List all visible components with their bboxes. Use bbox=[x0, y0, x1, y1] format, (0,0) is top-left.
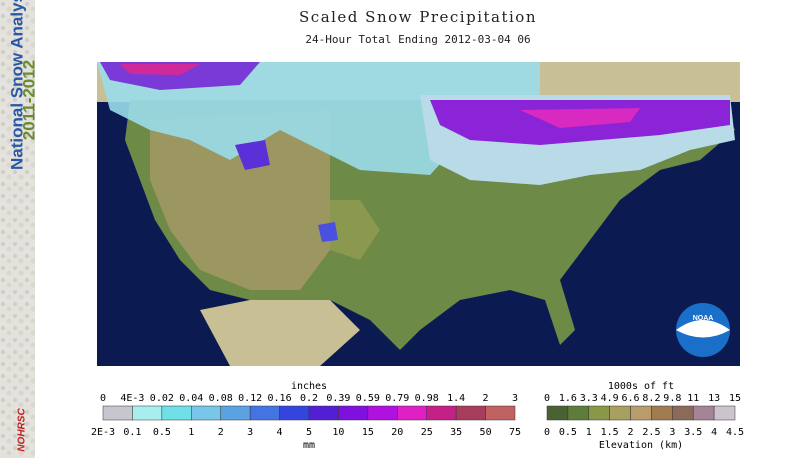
bottom-label: 5 bbox=[306, 427, 312, 438]
bottom-label: 75 bbox=[509, 427, 521, 438]
bottom-label: 3.5 bbox=[684, 427, 702, 438]
elev-top-unit: 1000s of ft bbox=[608, 381, 674, 392]
top-label: 3.3 bbox=[580, 393, 598, 404]
top-label: 0.02 bbox=[150, 393, 174, 404]
swatch bbox=[485, 405, 516, 421]
bottom-label: 4.5 bbox=[726, 427, 744, 438]
top-label: 1.4 bbox=[447, 393, 465, 404]
snow-rockies bbox=[235, 140, 270, 170]
swatch bbox=[279, 405, 310, 421]
bottom-label: 2.5 bbox=[642, 427, 660, 438]
top-label: 8.2 bbox=[642, 393, 660, 404]
swatch bbox=[191, 405, 221, 421]
subtitle: 24-Hour Total Ending 2012-03-04 06 bbox=[305, 33, 530, 46]
top-label: 2 bbox=[483, 393, 489, 404]
bottom-label: 3 bbox=[669, 427, 675, 438]
top-label: 15 bbox=[729, 393, 741, 404]
bottom-label: 2E-3 bbox=[91, 427, 115, 438]
mountains bbox=[150, 110, 330, 290]
top-label: 0.12 bbox=[238, 393, 262, 404]
swatch bbox=[630, 405, 652, 421]
bottom-label: 3 bbox=[247, 427, 253, 438]
swatch bbox=[692, 405, 715, 421]
swatch bbox=[397, 405, 427, 421]
bottom-label: 15 bbox=[362, 427, 374, 438]
sidebar-title: National Snow Analysis bbox=[7, 0, 26, 170]
bottom-label: 2 bbox=[628, 427, 634, 438]
top-label: 11 bbox=[687, 393, 699, 404]
title: Scaled Snow Precipitation bbox=[299, 8, 537, 26]
swatch bbox=[588, 405, 610, 421]
top-label: 0.04 bbox=[179, 393, 203, 404]
top-label: 3 bbox=[512, 393, 518, 404]
top-label: 1.6 bbox=[559, 393, 577, 404]
swatch bbox=[651, 405, 673, 421]
swatch bbox=[567, 405, 590, 421]
swatch bbox=[102, 405, 133, 421]
top-label: 9.8 bbox=[663, 393, 681, 404]
bottom-label: 25 bbox=[421, 427, 433, 438]
snow-peak bbox=[520, 108, 640, 128]
top-label: 6.6 bbox=[622, 393, 640, 404]
snow-colorado bbox=[318, 222, 338, 242]
swatch bbox=[338, 405, 369, 421]
swatch bbox=[713, 405, 736, 421]
bottom-label: 0.5 bbox=[153, 427, 171, 438]
bottom-label: 4 bbox=[277, 427, 283, 438]
bottom-label: 4 bbox=[711, 427, 717, 438]
bottom-label: 1 bbox=[188, 427, 194, 438]
elev-bottom-title: Elevation (km) bbox=[599, 440, 683, 451]
swatch bbox=[308, 405, 339, 421]
sidebar-bg bbox=[0, 0, 35, 458]
sidebar-logo: NOHRSC bbox=[17, 408, 28, 452]
top-label: 0.79 bbox=[385, 393, 409, 404]
top-label: 0 bbox=[100, 393, 106, 404]
bottom-label: 1.5 bbox=[601, 427, 619, 438]
sidebar-years: 2011-2012 bbox=[19, 60, 38, 140]
top-label: 0.16 bbox=[268, 393, 292, 404]
bottom-label: 20 bbox=[391, 427, 403, 438]
swatch bbox=[367, 405, 398, 421]
swatch bbox=[249, 405, 280, 421]
swatch bbox=[426, 405, 457, 421]
top-label: 13 bbox=[708, 393, 720, 404]
swatch bbox=[455, 405, 486, 421]
snow-top-unit: inches bbox=[291, 381, 327, 392]
swatch bbox=[132, 405, 163, 421]
top-label: 0 bbox=[544, 393, 550, 404]
top-label: 0.2 bbox=[300, 393, 318, 404]
bottom-label: 35 bbox=[450, 427, 462, 438]
top-label: 4.9 bbox=[601, 393, 619, 404]
bottom-label: 50 bbox=[480, 427, 492, 438]
noaa-bird bbox=[676, 320, 730, 338]
noaa-text: NOAA bbox=[693, 315, 714, 322]
top-label: 0.59 bbox=[356, 393, 380, 404]
bottom-label: 2 bbox=[218, 427, 224, 438]
bottom-label: 1 bbox=[586, 427, 592, 438]
bottom-label: 0.1 bbox=[123, 427, 141, 438]
swatch bbox=[672, 405, 694, 421]
mexico bbox=[200, 300, 360, 366]
snow-bottom-unit: mm bbox=[303, 440, 315, 451]
top-label: 0.08 bbox=[209, 393, 233, 404]
swatch bbox=[546, 405, 569, 421]
swatch bbox=[609, 405, 631, 421]
bottom-label: 0 bbox=[544, 427, 550, 438]
snow-northwest-peak bbox=[120, 64, 200, 75]
plains bbox=[330, 200, 380, 260]
top-label: 0.39 bbox=[326, 393, 350, 404]
swatch bbox=[220, 405, 251, 421]
bottom-label: 0.5 bbox=[559, 427, 577, 438]
swatch bbox=[161, 405, 192, 421]
bottom-label: 10 bbox=[332, 427, 344, 438]
top-label: 4E-3 bbox=[120, 393, 144, 404]
top-label: 0.98 bbox=[415, 393, 439, 404]
map: NOAA bbox=[97, 62, 740, 366]
